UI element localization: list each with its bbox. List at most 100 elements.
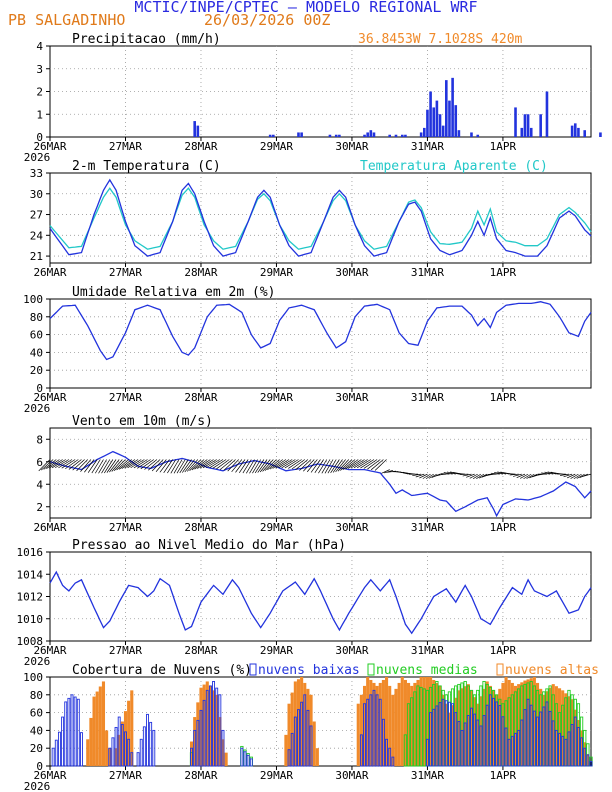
wind-barb bbox=[299, 459, 312, 471]
wind-barb bbox=[350, 459, 365, 469]
precip-bar bbox=[300, 132, 303, 137]
y-tick-label: 33 bbox=[30, 167, 43, 180]
low-cloud-bar bbox=[208, 685, 212, 767]
low-cloud-bar bbox=[586, 754, 590, 767]
wind-barb bbox=[235, 459, 246, 473]
precip-bar bbox=[438, 114, 442, 137]
x-tick-label: 29MAR bbox=[260, 769, 293, 782]
high-cloud-bar bbox=[517, 684, 521, 766]
low-cloud-bar bbox=[495, 701, 499, 767]
high-cloud-bar bbox=[416, 679, 420, 766]
low-cloud-bar bbox=[536, 716, 539, 767]
panel-frame bbox=[49, 551, 592, 642]
low-cloud-bar bbox=[580, 737, 584, 767]
precip-bar bbox=[272, 134, 275, 137]
wind-barb bbox=[476, 473, 485, 479]
apparent-temp-line bbox=[49, 187, 592, 250]
x-tick-label: 31MAR bbox=[411, 391, 444, 404]
wind-barb bbox=[419, 473, 428, 479]
high-cloud-bar bbox=[479, 696, 483, 766]
wind-barb bbox=[189, 459, 202, 471]
x-tick-label: 31MAR bbox=[411, 521, 444, 534]
wind-barb bbox=[246, 459, 255, 474]
wind-barb bbox=[456, 472, 466, 475]
wind-barb bbox=[490, 472, 500, 475]
temperature-panel: 21 24 27 30 33 26MAR 27MAR 28MAR 29MAR 30MAR 31MAR… bbox=[30, 159, 592, 279]
y-tick-label: 1012 bbox=[17, 591, 44, 604]
low-cloud-bar bbox=[451, 703, 455, 767]
high-cloud-bar bbox=[309, 694, 313, 766]
humidity-line bbox=[49, 301, 592, 361]
precip-bar bbox=[435, 100, 439, 137]
x-tick-label: 1APR bbox=[490, 769, 517, 782]
high-cloud-bar bbox=[580, 730, 584, 766]
wind-barb bbox=[144, 459, 158, 470]
high-cloud-bar bbox=[460, 688, 464, 766]
low-cloud-bar bbox=[51, 747, 55, 767]
low-cloud-bar bbox=[369, 694, 373, 767]
low-cloud-bar bbox=[149, 721, 153, 767]
low-cloud-bar bbox=[124, 731, 127, 767]
low-cloud-bar bbox=[212, 681, 216, 767]
low-cloud-bar bbox=[67, 697, 71, 767]
x-tick-label: 31MAR bbox=[411, 769, 444, 782]
precip-bar bbox=[520, 127, 524, 137]
precip-bar bbox=[328, 134, 332, 137]
low-cloud-bar bbox=[306, 709, 310, 767]
wind-barb bbox=[212, 459, 227, 469]
high-cloud-bar bbox=[312, 721, 316, 766]
low-cloud-bar bbox=[558, 732, 561, 767]
x-tick-label: 30MAR bbox=[335, 521, 368, 534]
high-cloud-bar bbox=[573, 709, 577, 766]
legend-high-clouds-swatch bbox=[496, 663, 504, 676]
high-cloud-bar bbox=[385, 677, 389, 766]
wind-panel: 2 4 6 8 26MAR 27MAR 28MAR 29MAR 30MAR 31MAR 1APR Ve… bbox=[33, 414, 592, 534]
wind-barb bbox=[472, 473, 482, 480]
high-cloud-bar bbox=[429, 677, 433, 766]
y-tick-label: 0 bbox=[36, 382, 43, 395]
wind-barb bbox=[494, 471, 504, 475]
wind-barb bbox=[303, 459, 315, 472]
x-year-label: 2026 bbox=[24, 655, 51, 668]
wind-barb bbox=[281, 459, 296, 469]
high-cloud-bar bbox=[567, 696, 571, 766]
wind-barb bbox=[288, 459, 302, 469]
low-cloud-bar bbox=[435, 705, 439, 767]
wind-barb bbox=[310, 459, 321, 473]
high-cloud-bar bbox=[369, 679, 373, 766]
wind-barb bbox=[242, 459, 252, 474]
wind-barb bbox=[118, 459, 132, 470]
station-coordinates: 36.8453W 7.1028S 420m bbox=[358, 32, 523, 47]
wind-barb bbox=[381, 469, 390, 474]
precip-bar bbox=[366, 132, 369, 137]
precip-bar bbox=[369, 130, 373, 137]
low-cloud-bar bbox=[196, 719, 200, 767]
high-cloud-bar bbox=[306, 688, 310, 766]
wind-barb bbox=[219, 459, 233, 470]
x-tick-label: 27MAR bbox=[109, 266, 142, 279]
low-cloud-bar bbox=[488, 694, 492, 767]
low-cloud-bar bbox=[64, 701, 68, 767]
high-cloud-bar bbox=[315, 748, 319, 766]
wind-barb bbox=[191, 459, 205, 471]
x-tick-label: 29MAR bbox=[260, 521, 293, 534]
wind-barb bbox=[140, 459, 155, 470]
low-cloud-bar bbox=[498, 705, 502, 767]
low-cloud-bar bbox=[473, 713, 477, 767]
high-cloud-bar bbox=[410, 685, 414, 766]
low-cloud-bar bbox=[514, 732, 517, 767]
y-tick-label: 2 bbox=[36, 501, 43, 514]
high-cloud-bar bbox=[296, 679, 301, 766]
low-cloud-bar bbox=[517, 729, 521, 767]
high-cloud-bar bbox=[545, 691, 549, 766]
low-cloud-bar bbox=[70, 694, 74, 767]
x-tick-label: 30MAR bbox=[335, 644, 368, 657]
precip-bar bbox=[448, 100, 451, 137]
panel-frame bbox=[49, 45, 592, 138]
high-cloud-bar bbox=[501, 682, 505, 766]
wind-barb bbox=[48, 459, 63, 469]
high-cloud-bar bbox=[89, 717, 93, 766]
y-tick-label: 20 bbox=[30, 364, 43, 377]
high-cloud-bar bbox=[205, 681, 209, 766]
